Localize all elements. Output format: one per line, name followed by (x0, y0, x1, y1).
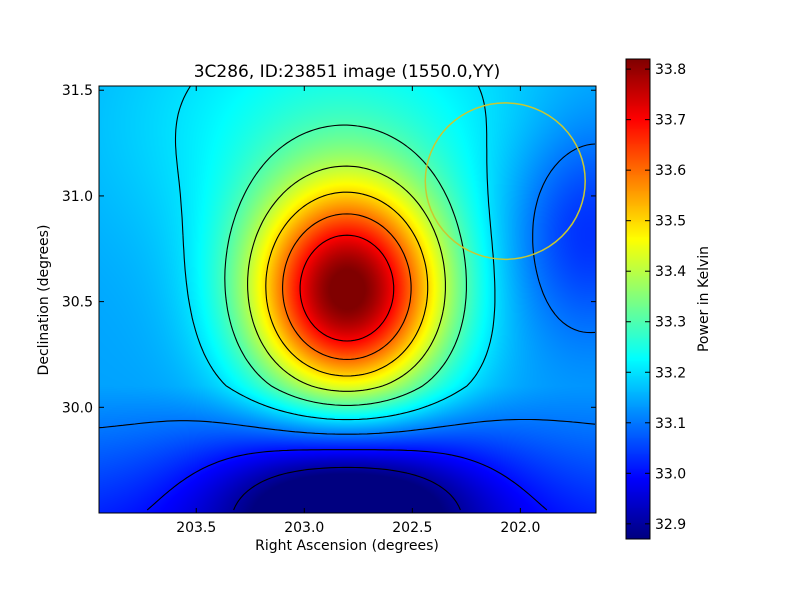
plot-frame (98, 85, 597, 514)
contour-line (282, 213, 412, 360)
contour-line (224, 124, 467, 406)
x-tick-label: 202.5 (392, 520, 432, 536)
y-tick-label: 30.5 (62, 295, 93, 311)
colorbar-tick-label: 33.5 (655, 214, 686, 230)
colorbar-tick-label: 33.3 (655, 315, 686, 331)
contour-line (265, 191, 429, 377)
contour-lines (99, 86, 596, 511)
y-axis-label: Declination (degrees) (36, 225, 52, 376)
colorbar-tick-label: 33.8 (655, 62, 686, 78)
colorbar-tick-label: 33.6 (655, 163, 686, 179)
colorbar-label: Power in Kelvin (696, 246, 712, 352)
contour-line (247, 165, 446, 392)
colorbar: 32.9 33.0 33.1 33.2 33.3 33.4 33.5 33.6 33.7 33.8… (625, 58, 712, 540)
heatmap-image (99, 86, 596, 513)
colorbar-frame (625, 58, 651, 540)
colorbar-gradient (626, 59, 650, 539)
contour-line (233, 466, 461, 511)
x-axis-label: Right Ascension (degrees) (255, 538, 439, 554)
colorbar-tick-label: 32.9 (655, 517, 686, 533)
plot-area: 203.5 203.0 202.5 202.0 30.0 30.5 31.0 31.5 (62, 83, 597, 536)
colorbar-tick-label: 33.4 (655, 264, 686, 280)
colorbar-tick-label: 33.2 (655, 365, 686, 381)
y-tick-label: 30.0 (62, 400, 93, 416)
x-axis-ticks: 203.5 203.0 202.5 202.0 (176, 86, 540, 536)
colorbar-tick-label: 33.7 (655, 113, 686, 129)
x-tick-label: 203.5 (176, 520, 216, 536)
colorbar-tick-label: 33.0 (655, 466, 686, 482)
contour-line (174, 86, 496, 421)
y-tick-label: 31.5 (62, 83, 93, 99)
circle-marker (424, 102, 586, 261)
contour-line (146, 449, 548, 511)
x-tick-label: 202.0 (500, 520, 540, 536)
colorbar-ticks: 32.9 33.0 33.1 33.2 33.3 33.4 33.5 33.6 33.7 33.8 (626, 62, 686, 533)
contour-line (99, 143, 596, 435)
y-axis-ticks: 30.0 30.5 31.0 31.5 (62, 83, 596, 416)
y-tick-label: 31.0 (62, 189, 93, 205)
contour-line (299, 234, 395, 342)
colorbar-tick-label: 33.1 (655, 416, 686, 432)
x-tick-label: 203.0 (284, 520, 324, 536)
chart-title: 3C286, ID:23851 image (1550.0,YY) (194, 62, 501, 82)
